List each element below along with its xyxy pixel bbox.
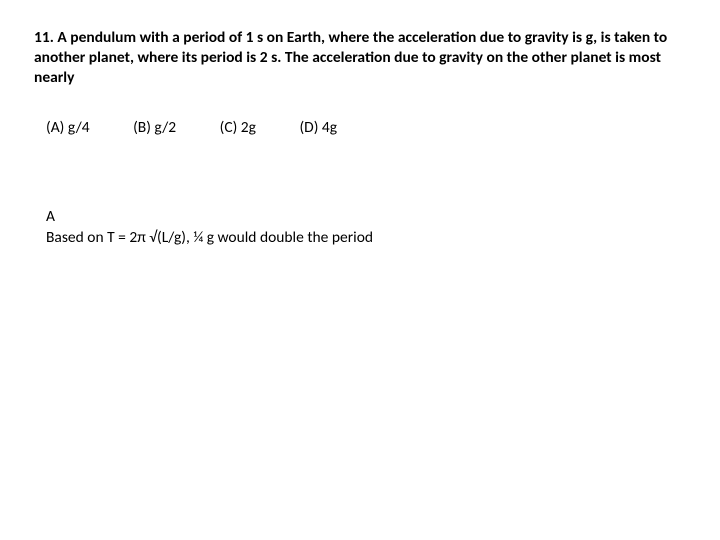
choice-b: (B) g/2 <box>133 118 176 137</box>
answer-choices: (A) g/4 (B) g/2 (C) 2g (D) 4g <box>46 118 686 137</box>
slide-page: 11. A pendulum with a period of 1 s on E… <box>0 0 720 540</box>
choice-d: (D) 4g <box>299 118 337 137</box>
answer-letter: A <box>46 207 686 227</box>
choice-c: (C) 2g <box>220 118 256 137</box>
answer-explanation: Based on T = 2π √(L/g), ¼ g would double… <box>46 228 686 248</box>
answer-block: A Based on T = 2π √(L/g), ¼ g would doub… <box>46 207 686 247</box>
choice-a: (A) g/4 <box>46 118 90 137</box>
question-text: 11. A pendulum with a period of 1 s on E… <box>34 28 686 88</box>
